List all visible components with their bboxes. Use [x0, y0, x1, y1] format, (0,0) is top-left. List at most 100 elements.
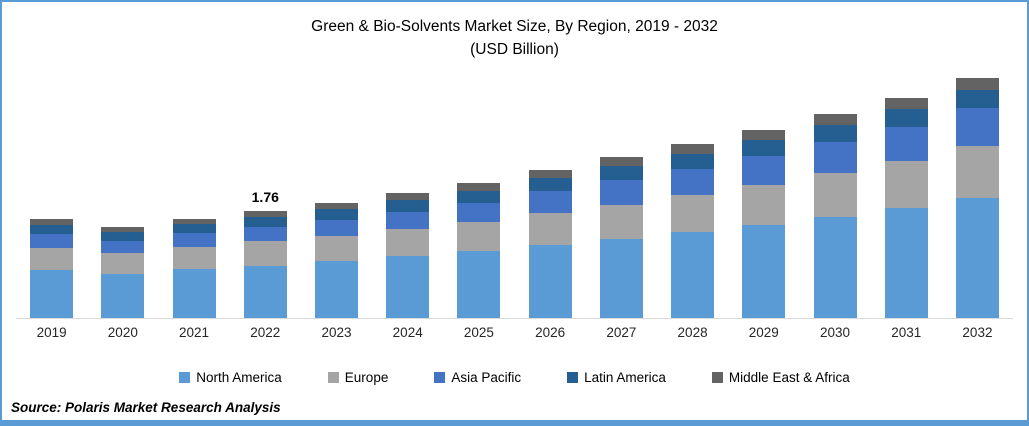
chart-subtitle: (USD Billion) — [470, 41, 559, 58]
legend-label: Asia Pacific — [451, 370, 522, 385]
x-tick-label: 2029 — [748, 325, 779, 340]
source-note: Source: Polaris Market Research Analysis — [11, 400, 281, 415]
x-tick-label: 2031 — [891, 325, 922, 340]
bar-segment — [671, 144, 715, 155]
bar-segment — [599, 166, 643, 180]
bar-segment — [457, 190, 501, 203]
bar-segment — [955, 108, 999, 146]
bar-segment — [599, 238, 643, 318]
bar-segment — [172, 269, 216, 318]
bar-segment — [955, 197, 999, 318]
legend-item: Middle East & Africa — [711, 370, 850, 385]
bar-segment — [314, 261, 358, 318]
bar-column-2031 — [871, 72, 942, 318]
data-label: 1.76 — [251, 188, 279, 205]
bar-column-2026 — [515, 72, 586, 318]
bar-segment — [813, 141, 857, 174]
bar-column-2029 — [728, 72, 799, 318]
bar-column-2024 — [372, 72, 443, 318]
stacked-bar-2023 — [314, 202, 358, 318]
stacked-bar-2030 — [813, 113, 857, 318]
bar-segment — [955, 145, 999, 198]
bar-segment — [243, 226, 287, 242]
bar-segment — [172, 218, 216, 225]
x-tick-label: 2028 — [677, 325, 708, 340]
bar-segment — [386, 193, 430, 201]
bar-segment — [955, 89, 999, 109]
bar-segment — [884, 109, 928, 128]
bar-column-2027 — [586, 72, 657, 318]
bar-segment — [528, 191, 572, 214]
bar-segment — [30, 233, 74, 248]
bar-segment — [386, 200, 430, 212]
bar-segment — [457, 202, 501, 222]
x-tick-label: 2020 — [107, 325, 138, 340]
legend-item: North America — [179, 370, 282, 385]
x-tick-label: 2024 — [392, 325, 423, 340]
bar-segment — [386, 211, 430, 230]
bar-segment — [30, 247, 74, 270]
bar-column-2023 — [301, 72, 372, 318]
bar-segment — [30, 269, 74, 318]
bar-segment — [742, 155, 786, 186]
bar-segment — [172, 224, 216, 234]
stacked-bar-2028 — [671, 144, 715, 318]
legend-swatch-icon — [179, 372, 191, 383]
bar-segment — [528, 213, 572, 245]
bar-segment — [314, 202, 358, 210]
legend-label: Middle East & Africa — [728, 370, 850, 385]
bar-segment — [314, 235, 358, 262]
legend-label: Europe — [344, 370, 389, 385]
bar-column-2021 — [158, 72, 229, 318]
bar-segment — [813, 124, 857, 142]
stacked-bar-2032 — [955, 77, 999, 318]
stacked-bar-2027 — [599, 156, 643, 318]
bar-segment — [243, 210, 287, 218]
bar-column-2019 — [16, 72, 87, 318]
chart-title-block: Green & Bio-Solvents Market Size, By Reg… — [2, 15, 1027, 61]
bar-segment — [172, 247, 216, 270]
stacked-bar-2024 — [386, 193, 430, 318]
bar-segment — [314, 209, 358, 220]
bar-segment — [30, 224, 74, 234]
bar-segment — [742, 139, 786, 156]
bar-segment — [671, 232, 715, 318]
bar-segment — [671, 195, 715, 232]
bar-column-2025 — [443, 72, 514, 318]
stacked-bar-2020 — [101, 227, 145, 318]
bar-segment — [742, 129, 786, 140]
bar-segment — [884, 161, 928, 209]
bar-segment — [742, 224, 786, 318]
bar-segment — [599, 204, 643, 239]
stacked-bar-2022 — [243, 210, 287, 318]
bar-segment — [457, 250, 501, 318]
stacked-bar-2025 — [457, 182, 501, 318]
chart-title: Green & Bio-Solvents Market Size, By Reg… — [311, 18, 718, 35]
bar-segment — [813, 216, 857, 318]
bar-segment — [813, 113, 857, 125]
plot-area: 1.76 — [16, 72, 1013, 319]
bar-column-2030 — [799, 72, 870, 318]
bar-segment — [101, 232, 145, 241]
stacked-bar-2026 — [528, 169, 572, 318]
bar-segment — [599, 179, 643, 205]
stacked-bar-2021 — [172, 218, 216, 318]
bar-segment — [884, 208, 928, 318]
legend-item: Asia Pacific — [434, 370, 521, 385]
bar-segment — [101, 227, 145, 233]
x-tick-label: 2030 — [819, 325, 851, 340]
bar-segment — [955, 77, 999, 90]
bar-segment — [243, 241, 287, 266]
x-tick-label: 2026 — [535, 325, 566, 340]
legend-swatch-icon — [711, 372, 723, 383]
bar-segment — [528, 169, 572, 179]
bar-segment — [172, 233, 216, 248]
legend-label: Latin America — [584, 370, 666, 385]
bar-segment — [101, 240, 145, 254]
bar-segment — [243, 217, 287, 227]
legend-swatch-icon — [434, 372, 446, 383]
stacked-bar-2031 — [884, 97, 928, 318]
bar-segment — [884, 127, 928, 162]
bar-column-2032 — [942, 72, 1013, 318]
bar-segment — [813, 173, 857, 217]
